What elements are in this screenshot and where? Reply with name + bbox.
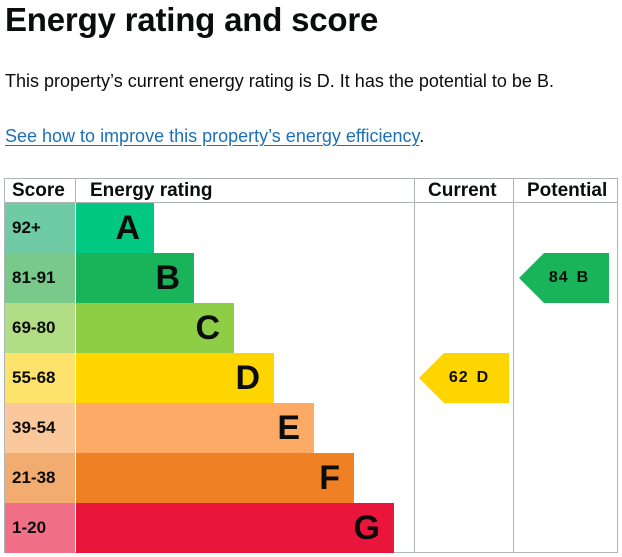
- band-bar-a: A: [76, 203, 154, 253]
- potential-column-divider: [513, 178, 514, 553]
- band-score-g: 1-20: [5, 503, 75, 553]
- band-score-e: 39-54: [5, 403, 75, 453]
- header-divider: [4, 202, 618, 203]
- band-score-d: 55-68: [5, 353, 75, 403]
- current-band: D: [476, 369, 490, 386]
- energy-rating-summary: This property’s current energy rating is…: [5, 71, 554, 91]
- band-letter-f: F: [319, 459, 340, 497]
- improve-energy-efficiency-link[interactable]: See how to improve this property’s energ…: [5, 126, 420, 146]
- page-title: Energy rating and score: [5, 1, 379, 38]
- band-letter-b: B: [155, 259, 180, 297]
- link-suffix: .: [419, 126, 425, 146]
- current-arrow-shape: [419, 353, 509, 403]
- score-column-divider: [75, 178, 76, 203]
- rating-column-header: Energy rating: [90, 180, 213, 201]
- band-bar-c: C: [76, 303, 234, 353]
- potential-column-header: Potential: [527, 180, 608, 201]
- current-score: 62: [448, 369, 469, 386]
- current-column-divider: [414, 178, 415, 553]
- band-bar-f: F: [76, 453, 354, 503]
- band-score-a: 92+: [5, 203, 75, 253]
- current-column-header: Current: [428, 180, 497, 201]
- band-bar-g: G: [76, 503, 394, 553]
- table-border-top: [4, 178, 618, 179]
- band-letter-g: G: [353, 509, 380, 547]
- table-border-right: [617, 178, 618, 553]
- potential-rating-arrow: 84 B: [519, 253, 609, 303]
- potential-score: 84: [548, 269, 569, 286]
- score-column-header: Score: [12, 180, 65, 201]
- band-letter-e: E: [277, 409, 300, 447]
- band-bar-d: D: [76, 353, 274, 403]
- improve-link-line: See how to improve this property’s energ…: [5, 123, 424, 149]
- potential-arrow-shape: [519, 253, 609, 303]
- potential-band: B: [576, 269, 590, 286]
- band-letter-a: A: [115, 209, 140, 247]
- band-bar-e: E: [76, 403, 314, 453]
- current-rating-arrow: 62 D: [419, 353, 509, 403]
- current-rating-label: 62 D: [419, 353, 509, 403]
- band-score-c: 69-80: [5, 303, 75, 353]
- band-letter-c: C: [195, 309, 220, 347]
- band-score-f: 21-38: [5, 453, 75, 503]
- energy-rating-chart: Score Energy rating Current Potential 92…: [4, 178, 618, 553]
- potential-rating-label: 84 B: [519, 253, 609, 303]
- band-bar-b: B: [76, 253, 194, 303]
- band-score-b: 81-91: [5, 253, 75, 303]
- table-border-left: [4, 178, 5, 553]
- band-letter-d: D: [235, 359, 260, 397]
